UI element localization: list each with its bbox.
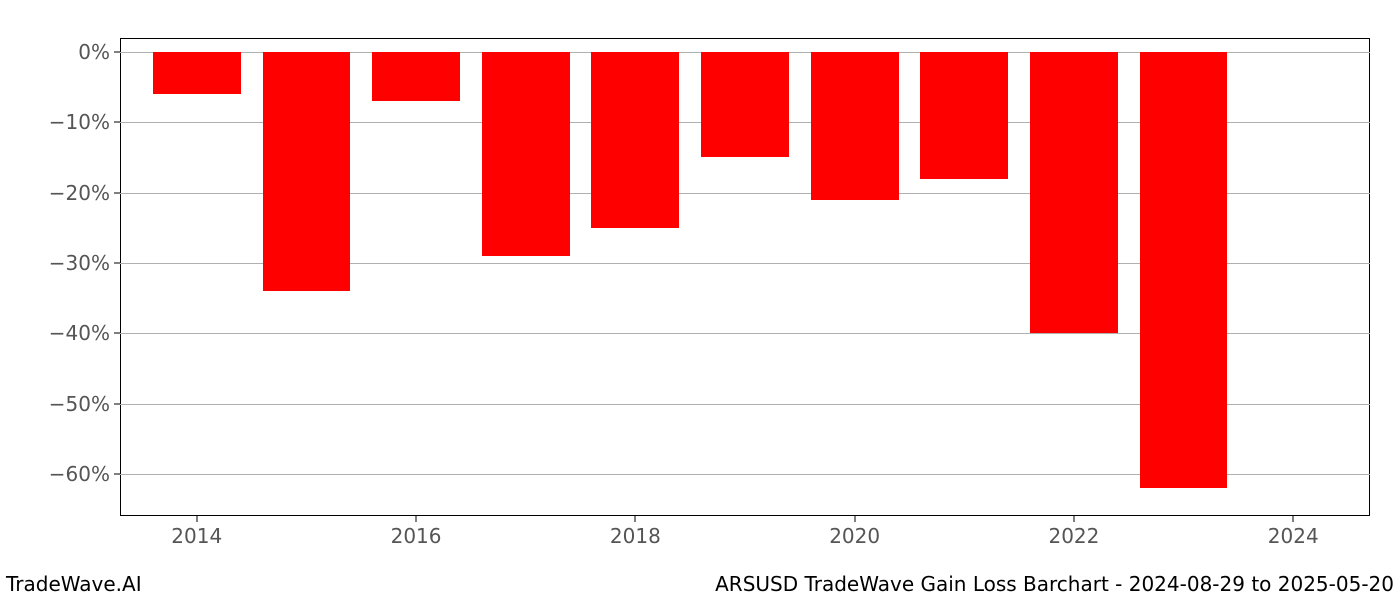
axis-spine-right (1369, 38, 1370, 516)
chart-figure: 0% −10% −20% −30% −40% −50% −60% 2014 2016 2018 2… (0, 0, 1400, 600)
xtick-label: 2016 (391, 516, 442, 548)
axis-spine-bottom (120, 515, 1370, 516)
ytick-label: 0% (78, 40, 120, 64)
xtick-label: 2018 (610, 516, 661, 548)
bar (591, 52, 679, 228)
xtick-label: 2014 (171, 516, 222, 548)
ytick-label: −20% (49, 181, 120, 205)
bar (811, 52, 899, 200)
ytick-label: −10% (49, 110, 120, 134)
ytick-label: −60% (49, 462, 120, 486)
axis-spine-left (120, 38, 121, 516)
xtick-label: 2020 (829, 516, 880, 548)
xtick-label: 2022 (1048, 516, 1099, 548)
bar (1140, 52, 1228, 488)
bar (153, 52, 241, 94)
plot-area: 0%−10%−20%−30%−40%−50%−60% 2014201620182… (120, 38, 1370, 516)
bar (482, 52, 570, 256)
ytick-label: −40% (49, 321, 120, 345)
bar (372, 52, 460, 101)
ytick-label: −50% (49, 392, 120, 416)
axis-spine-top (120, 38, 1370, 39)
bar (263, 52, 351, 291)
bar (1030, 52, 1118, 333)
ytick-label: −30% (49, 251, 120, 275)
footer-right-text: ARSUSD TradeWave Gain Loss Barchart - 20… (715, 572, 1394, 596)
footer-left-text: TradeWave.AI (6, 572, 142, 596)
bar (701, 52, 789, 157)
xtick-label: 2024 (1268, 516, 1319, 548)
bar (920, 52, 1008, 179)
